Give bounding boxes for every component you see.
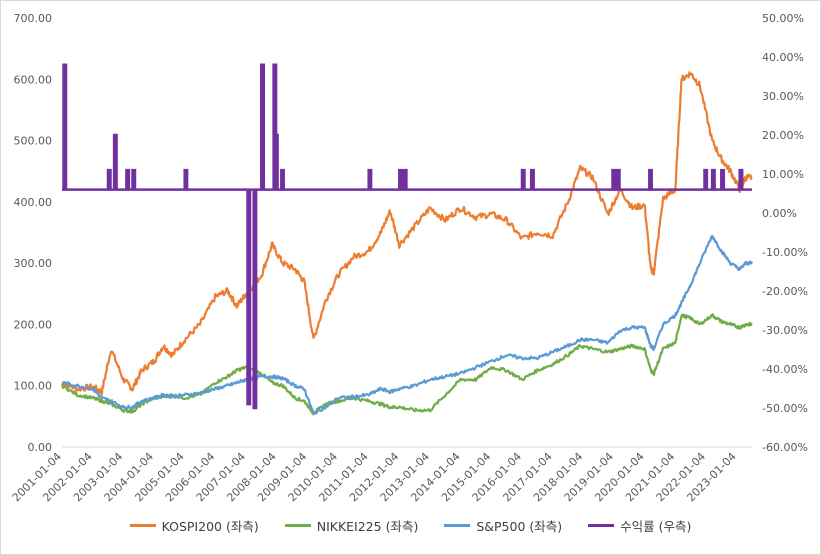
series-line-1	[60, 313, 753, 416]
right-tick-label: -30.00%	[762, 324, 808, 337]
right-tick-label: -20.00%	[762, 285, 808, 298]
left-tick-label: 600.00	[14, 73, 53, 86]
return-series-line	[62, 63, 752, 410]
right-tick-label: 40.00%	[762, 51, 804, 64]
left-tick-label: 200.00	[14, 318, 53, 331]
legend-label-nikkei225: NIKKEI225 (좌측)	[316, 519, 419, 534]
right-tick-label: -60.00%	[762, 441, 808, 454]
legend-item-sp500[interactable]: S&P500 (좌측)	[444, 516, 562, 535]
right-tick-label: 50.00%	[762, 12, 804, 25]
left-axis-ticks: 0.00 100.00 200.00 300.00 400.00 500.00 600.00…	[14, 12, 53, 454]
legend-label-kospi200: KOSPI200 (좌측)	[161, 519, 259, 534]
legend-item-nikkei225[interactable]: NIKKEI225 (좌측)	[284, 516, 419, 535]
series-line-2	[61, 234, 754, 415]
left-tick-label: 0.00	[28, 441, 53, 454]
legend-item-return[interactable]: 수익률 (우측)	[588, 516, 691, 535]
series-layer	[60, 63, 754, 416]
left-tick-label: 700.00	[14, 12, 53, 25]
x-axis-ticks: 2001-01-042002-01-042003-01-042004-01-04…	[10, 450, 739, 504]
left-tick-label: 400.00	[14, 196, 53, 209]
legend-label-return: 수익률 (우측)	[620, 519, 692, 534]
right-tick-label: -10.00%	[762, 246, 808, 259]
legend-swatch-sp500	[444, 524, 471, 527]
right-tick-label: 10.00%	[762, 168, 804, 181]
right-tick-label: 30.00%	[762, 90, 804, 103]
left-tick-label: 100.00	[14, 380, 53, 393]
legend-item-kospi200[interactable]: KOSPI200 (좌측)	[129, 516, 259, 535]
right-axis-ticks: -60.00% -50.00% -40.00% -30.00% -20.00% -10.0…	[762, 12, 808, 454]
legend: KOSPI200 (좌측) NIKKEI225 (좌측) S&P500 (좌측)…	[0, 516, 821, 535]
right-tick-label: 20.00%	[762, 129, 804, 142]
right-tick-label: 0.00%	[762, 207, 797, 220]
series-line-0	[62, 71, 753, 396]
legend-label-sp500: S&P500 (좌측)	[476, 519, 563, 534]
legend-swatch-nikkei225	[284, 524, 311, 527]
legend-swatch-kospi200	[129, 524, 156, 527]
left-tick-label: 500.00	[14, 135, 53, 148]
right-tick-label: -40.00%	[762, 363, 808, 376]
legend-swatch-return	[588, 524, 615, 527]
left-tick-label: 300.00	[14, 257, 53, 270]
right-tick-label: -50.00%	[762, 402, 808, 415]
